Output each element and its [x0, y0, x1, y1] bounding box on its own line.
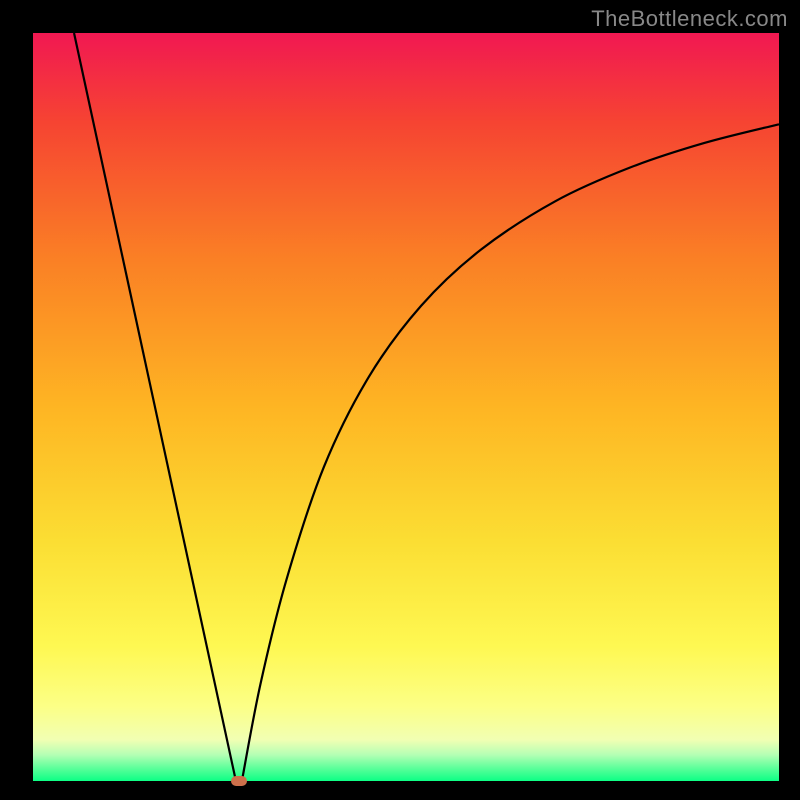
- minimum-marker-dot: [231, 776, 247, 786]
- chart-container: TheBottleneck.com: [0, 0, 800, 800]
- curve-right-branch: [242, 124, 779, 781]
- watermark-label: TheBottleneck.com: [591, 6, 788, 32]
- plot-area: [33, 33, 779, 781]
- curve-svg: [33, 33, 779, 781]
- curve-left-branch: [74, 33, 236, 781]
